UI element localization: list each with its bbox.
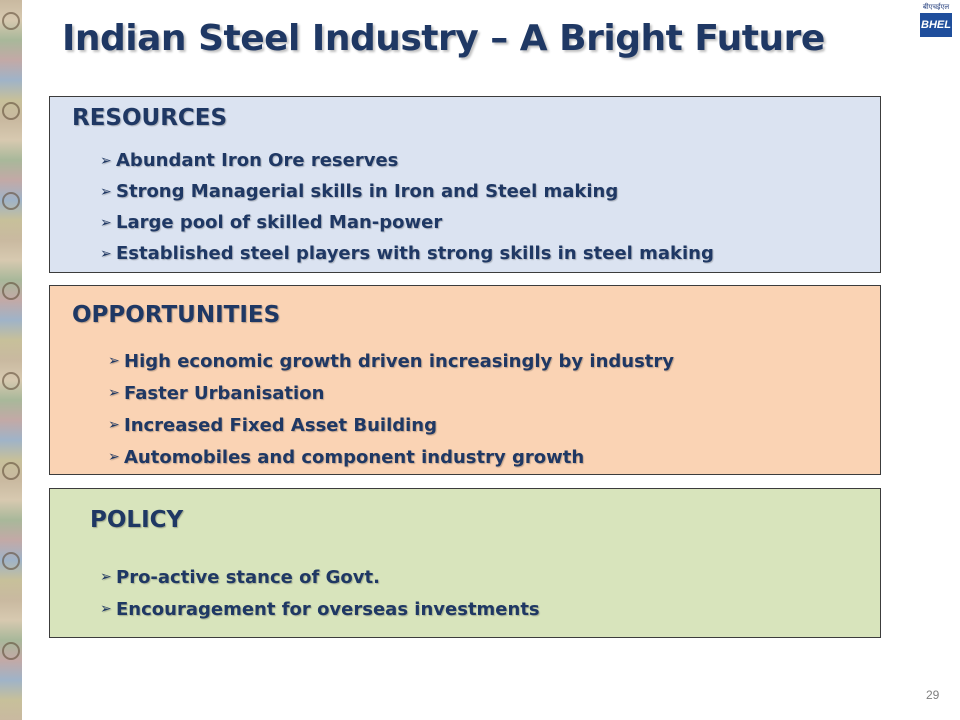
logo-subtext: बीएचईएल <box>922 4 950 11</box>
swirl-ornament-icon <box>2 462 20 480</box>
arrow-bullet-icon: ➢ <box>100 152 112 169</box>
swirl-ornament-icon <box>2 552 20 570</box>
arrow-bullet-icon: ➢ <box>108 353 120 369</box>
page-number: 29 <box>926 688 940 702</box>
list-item: ➢ Increased Fixed Asset Building <box>108 414 437 436</box>
arrow-bullet-icon: ➢ <box>100 601 112 617</box>
arrow-bullet-icon: ➢ <box>100 569 112 585</box>
swirl-ornament-icon <box>2 642 20 660</box>
arrow-bullet-icon: ➢ <box>108 417 120 433</box>
opportunities-list: ➢ High economic growth driven increasingl… <box>108 345 674 473</box>
arrow-bullet-icon: ➢ <box>100 183 112 200</box>
list-item: ➢ Strong Managerial skills in Iron and St… <box>100 181 619 202</box>
policy-heading: POLICY <box>90 507 184 533</box>
list-item: ➢ Established steel players with strong s… <box>100 243 714 264</box>
policy-list: ➢ Pro-active stance of Govt. ➢ Encourageme… <box>100 561 540 625</box>
slide-title: Indian Steel Industry – A Bright Future <box>62 18 825 59</box>
list-item: ➢ Faster Urbanisation <box>108 382 325 404</box>
list-item: ➢ Pro-active stance of Govt. <box>100 566 380 588</box>
arrow-bullet-icon: ➢ <box>100 214 112 231</box>
arrow-bullet-icon: ➢ <box>100 245 112 262</box>
list-item: ➢ Large pool of skilled Man-power <box>100 212 443 233</box>
logo-mark: BHEL <box>920 13 952 37</box>
swirl-ornament-icon <box>2 102 20 120</box>
resources-panel: RESOURCES ➢ Abundant Iron Ore reserves ➢ S… <box>49 96 881 273</box>
swirl-ornament-icon <box>2 282 20 300</box>
swirl-ornament-icon <box>2 192 20 210</box>
bhel-logo: बीएचईएल BHEL <box>916 4 956 42</box>
swirl-ornament-icon <box>2 12 20 30</box>
decorative-border-strip <box>0 0 22 720</box>
arrow-bullet-icon: ➢ <box>108 449 120 465</box>
list-item: ➢ Abundant Iron Ore reserves <box>100 150 399 171</box>
resources-list: ➢ Abundant Iron Ore reserves ➢ Strong Mana… <box>100 145 714 269</box>
resources-heading: RESOURCES <box>72 105 228 131</box>
arrow-bullet-icon: ➢ <box>108 385 120 401</box>
list-item: ➢ Encouragement for overseas investments <box>100 598 540 620</box>
list-item: ➢ Automobiles and component industry grow… <box>108 446 585 468</box>
policy-panel: POLICY ➢ Pro-active stance of Govt. ➢ Enco… <box>49 488 881 638</box>
opportunities-heading: OPPORTUNITIES <box>72 302 281 328</box>
list-item: ➢ High economic growth driven increasingl… <box>108 350 675 372</box>
opportunities-panel: OPPORTUNITIES ➢ High economic growth driv… <box>49 285 881 475</box>
swirl-ornament-icon <box>2 372 20 390</box>
